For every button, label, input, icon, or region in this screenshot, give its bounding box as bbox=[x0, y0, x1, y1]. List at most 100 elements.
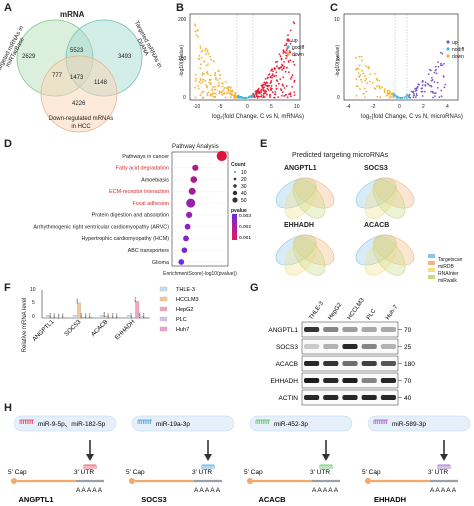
blot-mw-label: 70 bbox=[404, 327, 412, 334]
volcano-b-point bbox=[270, 80, 273, 82]
volcano-c-legend-swatch bbox=[446, 40, 450, 44]
volcano-b-point bbox=[200, 50, 203, 53]
blot-band bbox=[361, 361, 377, 366]
blot-band bbox=[304, 378, 320, 383]
volcano-b-point bbox=[282, 84, 285, 87]
volcano-c-point bbox=[421, 90, 424, 93]
volcano-c-point bbox=[355, 94, 358, 97]
panel-c-legend-down: down bbox=[452, 54, 464, 60]
volcano-c-point bbox=[436, 81, 439, 84]
volcano-c-point bbox=[379, 87, 382, 90]
volcano-b-point bbox=[205, 84, 208, 87]
volcano-c-frame bbox=[343, 13, 459, 101]
panel-c-xlabel: log₂(fold Change, C vs N, microRNAs) bbox=[361, 114, 463, 120]
volcano-c-point bbox=[355, 78, 358, 81]
volcano-b-point bbox=[266, 76, 269, 79]
bar-f-legend-swatch bbox=[159, 286, 168, 292]
volcano-b-point bbox=[289, 29, 292, 32]
bar-f-bar bbox=[77, 302, 81, 319]
volcano-b-point bbox=[203, 73, 205, 75]
volcano-b-point bbox=[209, 55, 212, 58]
blot-band bbox=[380, 327, 396, 332]
volcano-c-point bbox=[415, 92, 418, 95]
construct-mirna-pill bbox=[131, 415, 235, 432]
construct-gene-name: SOCS3 bbox=[141, 495, 166, 504]
panel-c-legend-nodiff: nodiff bbox=[452, 47, 465, 53]
volcano-b-point bbox=[198, 58, 201, 61]
pathway-dot bbox=[192, 164, 199, 171]
volcano-b-point bbox=[194, 30, 197, 33]
volcano-b-point bbox=[290, 76, 293, 78]
volcano-b-point bbox=[225, 92, 228, 95]
venn-e-legend-swatch bbox=[428, 268, 435, 272]
volcano-b-point bbox=[282, 49, 285, 52]
volcano-b-point bbox=[276, 65, 278, 68]
volcano-c-legend-swatch bbox=[446, 47, 450, 51]
volcano-c-point bbox=[397, 96, 399, 99]
blot-band bbox=[361, 395, 377, 400]
volcano-c-point bbox=[435, 68, 437, 71]
volcano-b-point bbox=[286, 96, 289, 99]
volcano-c-point bbox=[388, 89, 391, 92]
bar-f-bar bbox=[108, 317, 113, 319]
volcano-b-point bbox=[282, 76, 285, 79]
construct-mirna-name: miR-452-3p bbox=[274, 421, 308, 428]
volcano-c-point bbox=[378, 79, 381, 82]
volcano-c-point bbox=[408, 94, 411, 97]
volcano-b-point bbox=[290, 40, 293, 43]
venn-e-legend-swatch bbox=[428, 254, 435, 258]
blot-band bbox=[380, 361, 396, 366]
volcano-c-point bbox=[365, 90, 368, 93]
volcano-c-point bbox=[357, 68, 360, 70]
volcano-b-point bbox=[283, 95, 286, 97]
volcano-b-point bbox=[261, 86, 264, 89]
construct-arrow-head bbox=[440, 454, 448, 461]
volcano-b-point bbox=[207, 73, 209, 76]
construct-cap-label: 5' Cap bbox=[8, 469, 27, 476]
bar-f-legend-swatch bbox=[159, 316, 168, 322]
volcano-c-point bbox=[357, 72, 360, 74]
panel-c-xtick-3: 0 bbox=[398, 104, 401, 110]
volcano-b-point bbox=[212, 60, 215, 63]
volcano-c-point bbox=[437, 65, 440, 68]
volcano-b-point bbox=[218, 92, 221, 95]
bar-f-significance: **** bbox=[107, 313, 111, 319]
panel-d-pvalue-title: pvalue bbox=[231, 208, 247, 214]
volcano-b-point bbox=[218, 69, 220, 72]
bar-f-significance: **** bbox=[143, 312, 147, 318]
volcano-b-point bbox=[213, 88, 216, 91]
pathway-category-label: ABC transporters bbox=[128, 248, 170, 254]
volcano-b-point bbox=[293, 94, 296, 96]
panel-h-label: H bbox=[4, 402, 12, 414]
volcano-c-point bbox=[436, 87, 439, 89]
volcano-c-point bbox=[375, 85, 378, 88]
volcano-c-point bbox=[438, 96, 441, 98]
volcano-c-point bbox=[363, 75, 366, 78]
volcano-c-point bbox=[434, 95, 436, 97]
pathway-count-legend-value: 50 bbox=[241, 198, 247, 204]
pathway-pvalue-colorbar bbox=[232, 214, 237, 240]
volcano-b-point bbox=[274, 93, 277, 96]
volcano-b-point bbox=[287, 34, 289, 37]
pathway-dot bbox=[184, 223, 191, 230]
pathway-category-label: Pathways in cancer bbox=[122, 154, 169, 160]
volcano-c-point bbox=[414, 96, 417, 99]
construct-mirna-name: miR-19a-3p bbox=[156, 421, 190, 428]
blot-band bbox=[361, 327, 377, 332]
volcano-b-point bbox=[230, 93, 233, 96]
volcano-c-point bbox=[416, 94, 418, 97]
volcano-b-point bbox=[199, 94, 202, 96]
bar-f-significance: **** bbox=[57, 313, 61, 319]
volcano-b-point bbox=[280, 65, 283, 68]
blot-band bbox=[380, 378, 396, 383]
volcano-c-point bbox=[360, 78, 362, 81]
volcano-b-point bbox=[289, 51, 292, 54]
volcano-b-point bbox=[209, 94, 212, 97]
blot-mw-label: 40 bbox=[404, 395, 412, 402]
volcano-b-point bbox=[211, 93, 214, 96]
volcano-c-point bbox=[389, 91, 392, 94]
volcano-b-point bbox=[262, 88, 264, 90]
volcano-c-point bbox=[355, 56, 357, 59]
volcano-b-point bbox=[285, 85, 288, 87]
volcano-b-point bbox=[197, 29, 200, 32]
